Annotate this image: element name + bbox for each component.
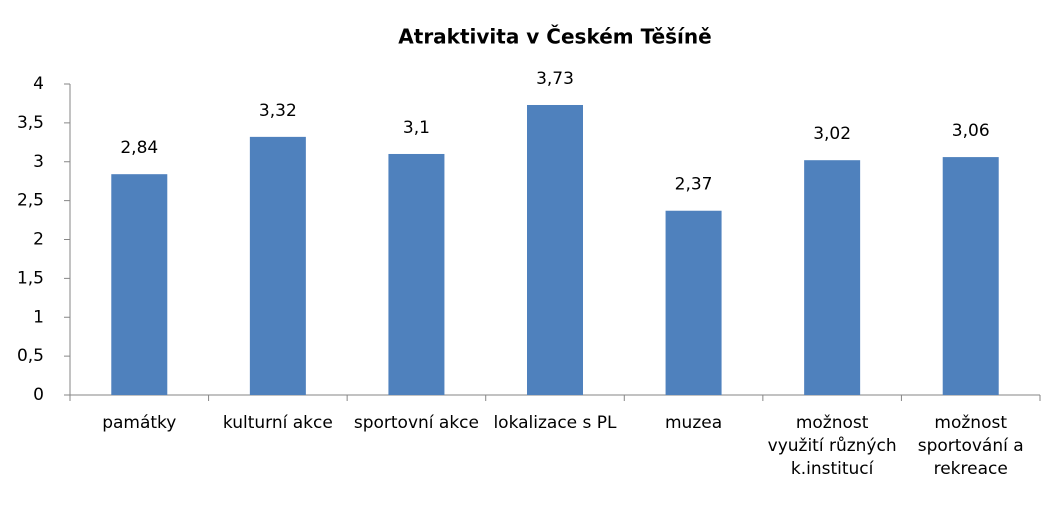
bar [249, 136, 306, 395]
y-tick-label: 1 [33, 307, 44, 327]
data-label: 3,73 [536, 69, 574, 89]
x-tick-label: památky [102, 413, 176, 433]
y-tick-label: 2,5 [17, 191, 44, 211]
bar [804, 160, 861, 395]
y-tick-label: 4 [33, 74, 44, 94]
x-tick-label: lokalizace s PL [493, 413, 617, 433]
data-label: 3,02 [813, 124, 851, 144]
data-label: 2,84 [120, 138, 158, 158]
data-label: 2,37 [675, 175, 713, 195]
x-tick-label: sportovní akce [354, 413, 479, 433]
x-tick-label: kulturní akce [223, 413, 333, 433]
y-tick-label: 2 [33, 230, 44, 250]
bar [111, 174, 168, 395]
y-tick-label: 1,5 [17, 268, 44, 288]
x-tick-label: možnost využití různých k.institucí [768, 413, 897, 479]
data-label: 3,06 [952, 121, 990, 141]
y-tick-label: 3 [33, 152, 44, 172]
data-label: 3,1 [403, 118, 430, 138]
y-tick-label: 0,5 [17, 346, 44, 366]
x-tick-label: možnost sportování a rekreace [918, 413, 1024, 479]
x-tick-label: muzea [665, 413, 722, 433]
bar [665, 210, 722, 395]
data-label: 3,32 [259, 101, 297, 121]
y-tick-label: 0 [33, 385, 44, 405]
bar [942, 157, 999, 395]
bar [527, 104, 583, 396]
y-tick-label: 3,5 [17, 113, 44, 133]
bar [388, 153, 445, 395]
chart-title: Atraktivita v Českém Těšíně [398, 25, 711, 49]
